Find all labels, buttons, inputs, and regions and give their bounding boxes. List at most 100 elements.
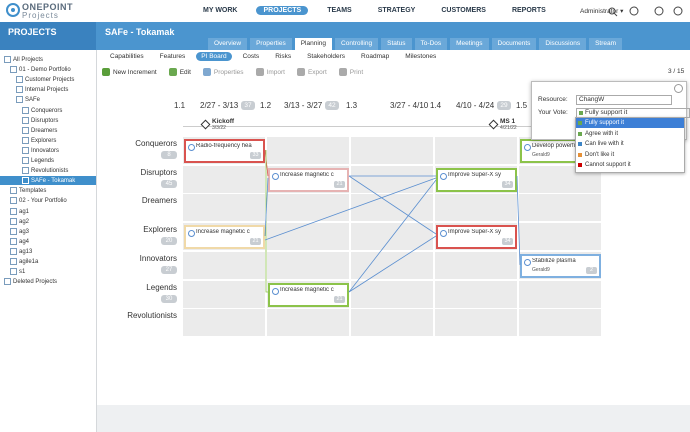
toolbar-button[interactable]: Import bbox=[255, 68, 285, 76]
tree-item[interactable]: SAFe - Tokamak bbox=[22, 177, 75, 184]
card-title[interactable]: Radio-frequency hea bbox=[196, 143, 252, 149]
tree-item[interactable]: Innovators bbox=[22, 146, 60, 154]
tree-item[interactable]: Dreamers bbox=[22, 126, 58, 134]
tab[interactable]: To-Dos bbox=[414, 38, 448, 50]
toolbar-button[interactable]: Print bbox=[338, 68, 364, 76]
toolbar-button[interactable]: Properties bbox=[202, 68, 244, 76]
tree-item[interactable]: Deleted Projects bbox=[4, 278, 57, 285]
user-menu[interactable]: Administrator ▾ bbox=[580, 8, 624, 15]
tab[interactable]: Status bbox=[381, 38, 412, 50]
vote-option[interactable]: Fully support it bbox=[576, 118, 684, 128]
tree-label[interactable]: agile1a bbox=[19, 259, 39, 266]
feature-card[interactable]: Improve Super-X sy 34 bbox=[436, 167, 517, 192]
vote-option[interactable]: Agree with it bbox=[576, 129, 684, 139]
tree-label[interactable]: Explorers bbox=[31, 137, 57, 144]
sub-tab[interactable]: Costs bbox=[242, 53, 260, 60]
tab[interactable]: Properties bbox=[250, 38, 292, 50]
vote-option[interactable]: Don't like it bbox=[576, 150, 684, 160]
sub-tab[interactable]: Capabilities bbox=[110, 53, 144, 60]
card-title[interactable]: Increase magnetic c bbox=[280, 171, 334, 178]
card-title[interactable]: Improve Super-X sy bbox=[448, 229, 502, 236]
tree-item[interactable]: 01 - Demo Portfolio bbox=[10, 66, 71, 73]
sub-tab[interactable]: Milestones bbox=[405, 53, 437, 60]
tab[interactable]: Overview bbox=[208, 38, 248, 50]
tab[interactable]: Planning bbox=[294, 38, 333, 50]
sub-tab[interactable]: Risks bbox=[275, 53, 292, 60]
toolbar-label[interactable]: Properties bbox=[213, 68, 244, 76]
tree-item[interactable]: SAFe bbox=[16, 96, 40, 103]
toolbar-label[interactable]: Export bbox=[307, 68, 327, 76]
vote-select-value[interactable]: Fully support it bbox=[585, 109, 628, 116]
tree-item[interactable]: ag1 bbox=[10, 207, 30, 215]
tree-item[interactable]: 02 - Your Portfolio bbox=[10, 197, 67, 204]
toolbar-label[interactable]: Import bbox=[266, 68, 285, 76]
tab[interactable]: Meetings bbox=[450, 38, 489, 50]
tree-label[interactable]: Dreamers bbox=[31, 127, 58, 134]
toolbar-button[interactable]: Edit bbox=[168, 68, 191, 76]
vote-option-label[interactable]: Fully support it bbox=[585, 120, 625, 126]
tree-label[interactable]: 01 - Demo Portfolio bbox=[19, 67, 71, 74]
feature-card[interactable]: Increase magnetic c 21 bbox=[268, 167, 349, 192]
tree-label[interactable]: ag2 bbox=[19, 218, 30, 225]
resource-input[interactable]: ChangW bbox=[576, 95, 672, 105]
tree-label[interactable]: Deleted Projects bbox=[13, 279, 58, 286]
tree-item[interactable]: Conquerors bbox=[22, 106, 63, 114]
card-title[interactable]: Increase magnetic c bbox=[196, 229, 250, 236]
sub-tab[interactable]: Stakeholders bbox=[307, 53, 346, 60]
tree-label[interactable]: ag13 bbox=[19, 248, 33, 255]
tree-item[interactable]: Disruptors bbox=[22, 116, 59, 124]
card-title[interactable]: Improve Super-X sy bbox=[448, 171, 502, 178]
tree-label[interactable]: Legends bbox=[31, 158, 55, 165]
nav-item[interactable]: STRATEGY bbox=[377, 7, 416, 14]
tab[interactable]: Stream bbox=[589, 38, 623, 50]
popup-close[interactable] bbox=[674, 84, 683, 93]
toolbar-label[interactable]: Edit bbox=[179, 68, 191, 76]
user-name[interactable]: Administrator bbox=[580, 8, 619, 15]
tree-item[interactable]: ag2 bbox=[10, 217, 30, 225]
tab[interactable]: Documents bbox=[491, 38, 537, 50]
tab[interactable]: Discussions bbox=[539, 38, 587, 50]
feature-card[interactable]: Increase magnetic c 21 bbox=[184, 225, 265, 250]
nav-item[interactable]: TEAMS bbox=[327, 7, 352, 14]
sub-tab[interactable]: Features bbox=[159, 53, 186, 60]
tree-label[interactable]: ag4 bbox=[19, 238, 30, 245]
card-title[interactable]: Develop powerfu bbox=[532, 143, 578, 149]
tree-label[interactable]: Revolutionists bbox=[31, 168, 69, 175]
vote-option-label[interactable]: Can live with it bbox=[585, 141, 624, 148]
feature-card[interactable]: Radio-frequency hea 33 bbox=[184, 139, 265, 163]
vote-option[interactable]: Can live with it bbox=[576, 139, 684, 149]
tree-item[interactable]: Templates bbox=[10, 187, 46, 194]
vote-option[interactable]: Cannot support it bbox=[576, 160, 684, 170]
tree-label[interactable]: 02 - Your Portfolio bbox=[19, 198, 67, 205]
tree-label[interactable]: Innovators bbox=[31, 147, 60, 154]
tree-item[interactable]: All Projects bbox=[4, 56, 43, 63]
tree-label[interactable]: All Projects bbox=[13, 57, 44, 64]
sub-tab[interactable]: PI Board bbox=[196, 52, 232, 61]
tab[interactable]: Controlling bbox=[335, 38, 379, 50]
nav-item[interactable]: PROJECTS bbox=[256, 6, 309, 15]
tree-item[interactable]: ag3 bbox=[10, 227, 29, 235]
vote-option-label[interactable]: Don't like it bbox=[585, 151, 615, 158]
tree-label[interactable]: Internal Projects bbox=[25, 87, 69, 94]
tree-item[interactable]: Explorers bbox=[22, 136, 57, 144]
tree-item[interactable]: agile1a bbox=[10, 258, 38, 265]
tree-label[interactable]: SAFe - Tokamak bbox=[31, 178, 76, 185]
tree-item[interactable]: Internal Projects bbox=[16, 86, 68, 93]
tree-item[interactable]: Customer Projects bbox=[16, 76, 74, 83]
tree-label[interactable]: Templates bbox=[19, 188, 47, 195]
toolbar-label[interactable]: Print bbox=[349, 68, 364, 76]
tree-label[interactable]: Disruptors bbox=[31, 117, 59, 124]
tree-item[interactable]: ag13 bbox=[10, 247, 33, 255]
vote-option-label[interactable]: Cannot support it bbox=[585, 162, 631, 169]
card-title[interactable]: Increase magnetic c bbox=[280, 286, 334, 293]
tree-item[interactable]: ag4 bbox=[10, 237, 30, 245]
tree-item[interactable]: Revolutionists bbox=[22, 167, 68, 174]
tree-item[interactable]: s1 bbox=[10, 268, 25, 275]
toolbar-button[interactable]: New Increment bbox=[102, 68, 157, 76]
tree-label[interactable]: s1 bbox=[19, 269, 26, 276]
feature-card[interactable]: Increase magnetic c 21 bbox=[268, 282, 349, 307]
feature-card[interactable]: Improve Super-X sy 34 bbox=[436, 225, 517, 250]
tree-label[interactable]: Conquerors bbox=[31, 107, 63, 114]
tree-label[interactable]: ag1 bbox=[19, 208, 30, 215]
nav-item[interactable]: CUSTOMERS bbox=[441, 7, 486, 14]
